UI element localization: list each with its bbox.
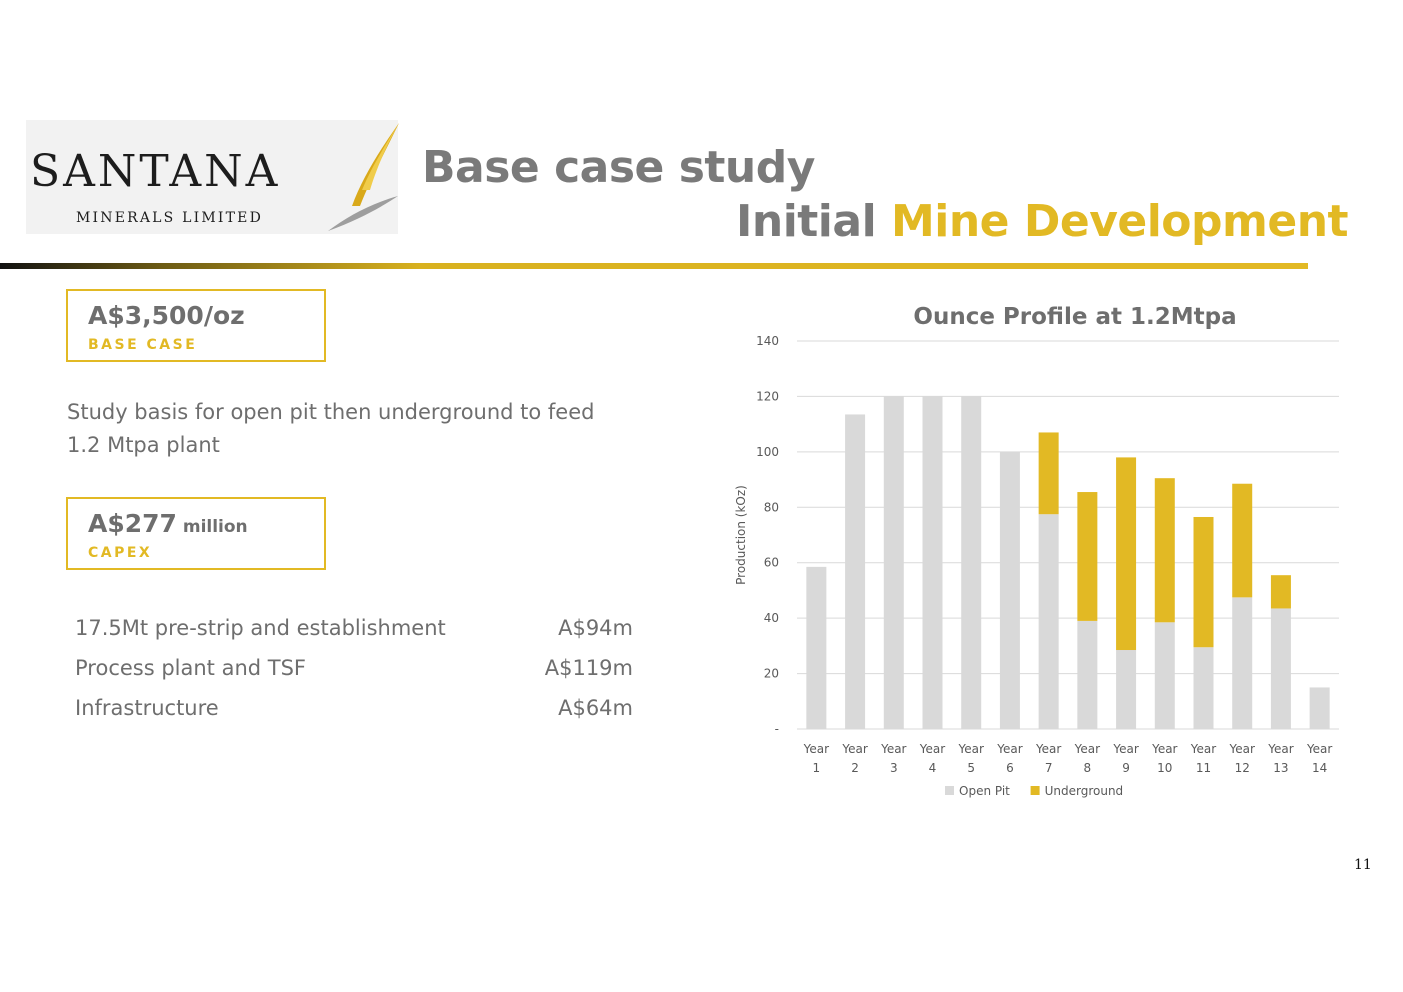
bar-underground bbox=[1038, 432, 1059, 515]
bar-underground bbox=[1193, 516, 1214, 648]
y-tick-label: 140 bbox=[756, 334, 779, 348]
company-logo: SANTANA MINERALS LIMITED bbox=[26, 120, 399, 234]
x-tick-label: Year bbox=[1229, 742, 1255, 756]
x-tick-label: Year bbox=[1267, 742, 1293, 756]
logo-wordmark: SANTANA bbox=[30, 146, 281, 197]
bar-open-pit bbox=[1270, 608, 1291, 729]
x-tick-label: 2 bbox=[851, 761, 859, 775]
bar-open-pit bbox=[883, 396, 904, 729]
x-tick-label: Year bbox=[1112, 742, 1138, 756]
x-tick-label: 10 bbox=[1157, 761, 1172, 775]
bar-open-pit bbox=[1232, 597, 1253, 729]
x-tick-label: 14 bbox=[1312, 761, 1327, 775]
chart-title: Ounce Profile at 1.2Mtpa bbox=[913, 304, 1237, 330]
x-tick-label: Year bbox=[1035, 742, 1061, 756]
ounce-profile-chart: - 20 40 60 80 100 120 140 Production (kOz) Year 1 Y… bbox=[734, 334, 1339, 798]
bar-open-pit bbox=[961, 396, 982, 729]
x-tick-label: Year bbox=[1151, 742, 1177, 756]
x-tick-label: Year bbox=[919, 742, 945, 756]
bar-open-pit bbox=[1193, 647, 1214, 729]
logo-subtitle: MINERALS LIMITED bbox=[76, 210, 263, 226]
x-tick-label: 4 bbox=[929, 761, 937, 775]
cost-row: Infrastructure A$64m bbox=[75, 696, 633, 726]
cost-row: 17.5Mt pre-strip and establishment A$94m bbox=[75, 616, 633, 646]
x-tick-label: 8 bbox=[1084, 761, 1092, 775]
page-number: 11 bbox=[1354, 857, 1372, 873]
study-basis-text: Study basis for open pit then undergroun… bbox=[67, 400, 595, 457]
bar-open-pit bbox=[1038, 514, 1059, 729]
y-tick-label: 120 bbox=[756, 389, 779, 403]
kpi-box-capex: A$277 million CAPEX bbox=[66, 497, 326, 570]
y-tick-label: 40 bbox=[764, 611, 779, 625]
x-tick-label: 11 bbox=[1196, 761, 1211, 775]
x-tick-label: 3 bbox=[890, 761, 898, 775]
bar-open-pit bbox=[806, 566, 827, 729]
y-tick-label: - bbox=[775, 722, 779, 736]
cost-label: 17.5Mt pre-strip and establishment bbox=[75, 616, 446, 640]
x-tick-label: Year bbox=[996, 742, 1022, 756]
x-tick-label: 12 bbox=[1235, 761, 1250, 775]
x-tick-label: 9 bbox=[1122, 761, 1130, 775]
kpi-box-price: A$3,500/oz BASE CASE bbox=[66, 289, 326, 362]
y-tick-label: 100 bbox=[756, 445, 779, 459]
kpi-amount: A$3,500/oz bbox=[88, 301, 245, 330]
x-tick-label: Year bbox=[1306, 742, 1332, 756]
x-tick-label: 13 bbox=[1273, 761, 1288, 775]
cost-label: Infrastructure bbox=[75, 696, 219, 720]
cost-amount: A$64m bbox=[558, 696, 633, 720]
x-tick-label: Year bbox=[880, 742, 906, 756]
x-tick-label: 6 bbox=[1006, 761, 1014, 775]
y-tick-label: 20 bbox=[764, 667, 779, 681]
legend-swatch bbox=[1030, 786, 1040, 795]
kpi-value: A$3,500/oz bbox=[88, 301, 245, 330]
kpi-value: A$277 million bbox=[88, 509, 248, 538]
bar-open-pit bbox=[1116, 650, 1137, 729]
bar-open-pit bbox=[1309, 687, 1330, 729]
kpi-unit: million bbox=[176, 517, 248, 537]
legend-label: Open Pit bbox=[959, 784, 1010, 798]
bar-open-pit bbox=[1077, 620, 1098, 729]
bar-underground bbox=[1270, 575, 1291, 609]
x-tick-label: Year bbox=[803, 742, 829, 756]
x-tick-label: 1 bbox=[813, 761, 821, 775]
bar-open-pit bbox=[1154, 622, 1175, 729]
legend-swatch bbox=[945, 786, 954, 795]
bar-underground bbox=[1116, 457, 1137, 651]
y-tick-label: 80 bbox=[764, 500, 779, 514]
bar-underground bbox=[1077, 492, 1098, 621]
bar-underground bbox=[1232, 483, 1253, 598]
subtitle-accent-part: Mine Development bbox=[890, 196, 1349, 247]
bar-open-pit bbox=[922, 396, 943, 729]
bar-open-pit bbox=[845, 414, 866, 729]
kpi-amount: A$277 bbox=[88, 509, 177, 538]
cost-label: Process plant and TSF bbox=[75, 656, 307, 680]
y-tick-label: 60 bbox=[764, 556, 779, 570]
page-title: Base case study bbox=[422, 142, 815, 193]
kpi-label: BASE CASE bbox=[88, 337, 198, 353]
cost-row: Process plant and TSF A$119m bbox=[75, 656, 633, 686]
x-tick-label: Year bbox=[1190, 742, 1216, 756]
y-axis-title: Production (kOz) bbox=[734, 485, 748, 585]
subtitle-gray-part: Initial bbox=[736, 196, 891, 247]
bar-underground bbox=[1154, 478, 1175, 623]
header-divider bbox=[0, 263, 1308, 269]
bar-open-pit bbox=[999, 451, 1020, 729]
x-tick-label: 7 bbox=[1045, 761, 1053, 775]
x-tick-label: 5 bbox=[967, 761, 975, 775]
legend-label: Underground bbox=[1045, 784, 1124, 798]
logo-swoosh-icon bbox=[328, 123, 399, 231]
cost-amount: A$119m bbox=[544, 656, 633, 680]
x-tick-label: Year bbox=[1074, 742, 1100, 756]
x-tick-label: Year bbox=[958, 742, 984, 756]
x-tick-label: Year bbox=[841, 742, 867, 756]
kpi-label: CAPEX bbox=[88, 545, 153, 561]
cost-amount: A$94m bbox=[558, 616, 633, 640]
page-subtitle: Initial Mine Development bbox=[736, 196, 1349, 247]
